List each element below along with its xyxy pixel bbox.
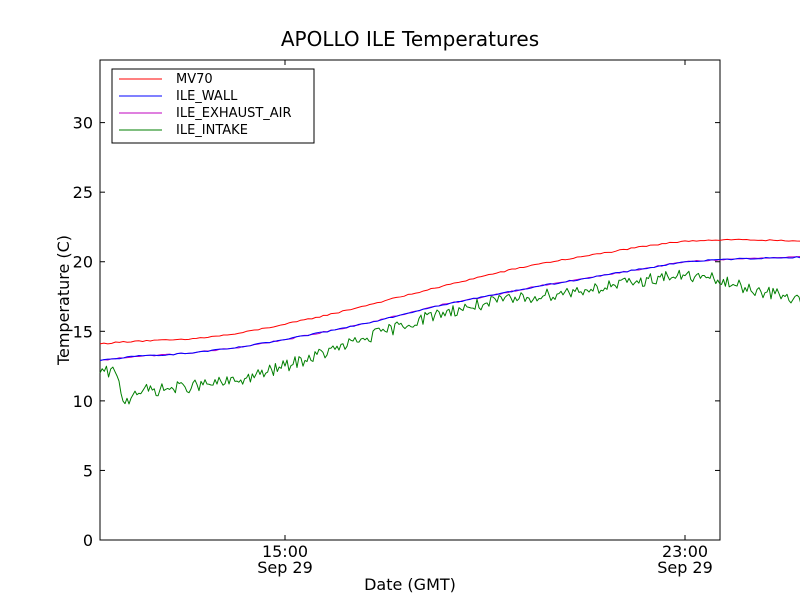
x-tick-sublabel: Sep 29 bbox=[257, 558, 313, 577]
series-layer bbox=[99, 238, 800, 405]
y-axis-label: Temperature (C) bbox=[54, 235, 73, 366]
legend-label: ILE_WALL bbox=[176, 89, 238, 104]
chart-title: APOLLO ILE Temperatures bbox=[281, 27, 539, 51]
plot-frame bbox=[99, 59, 721, 541]
x-tick-sublabel: Sep 29 bbox=[657, 558, 713, 577]
legend-label: ILE_EXHAUST_AIR bbox=[176, 106, 292, 121]
y-tick-label: 20 bbox=[73, 253, 93, 272]
legend-items: MV70 ILE_WALL ILE_EXHAUST_AIR ILE_INTAKE bbox=[119, 72, 292, 138]
y-tick-label: 15 bbox=[73, 322, 93, 341]
series-line-ile-exhaust-air bbox=[99, 256, 800, 362]
x-tick-label: 15:00 bbox=[262, 542, 308, 561]
y-tick-label: 30 bbox=[73, 114, 93, 133]
x-tick-label: 23:00 bbox=[662, 542, 708, 561]
y-tick-label: 10 bbox=[73, 392, 93, 411]
legend-label: ILE_INTAKE bbox=[176, 123, 248, 138]
y-tick-label: 5 bbox=[83, 461, 93, 480]
legend-label: MV70 bbox=[176, 72, 213, 87]
series-line-ile-intake bbox=[99, 269, 800, 405]
legend-box bbox=[111, 68, 315, 144]
y-tick-label: 0 bbox=[83, 531, 93, 550]
series-line-ile-wall bbox=[99, 256, 800, 362]
y-tick-label: 25 bbox=[73, 183, 93, 202]
series-line-mv70 bbox=[99, 238, 800, 345]
x-axis-label: Date (GMT) bbox=[364, 575, 456, 594]
y-axis: 0 5 10 15 20 25 30 bbox=[73, 114, 720, 550]
legend: MV70 ILE_WALL ILE_EXHAUST_AIR ILE_INTAKE bbox=[111, 68, 315, 144]
